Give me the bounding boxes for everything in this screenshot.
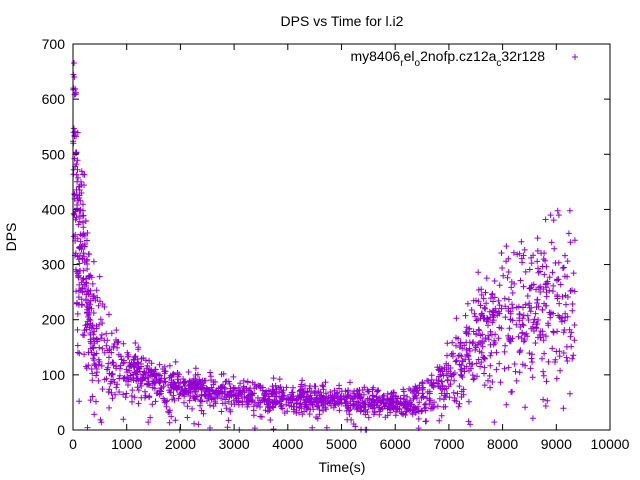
y-tick-label: 0 xyxy=(57,422,65,438)
legend-plus-marker xyxy=(572,54,578,60)
axes: 0 1000 2000 3000 4000 5000 6000 7000 8000 9000 100… xyxy=(42,36,630,452)
x-tick-label: 4000 xyxy=(272,436,303,452)
y-tick-label: 300 xyxy=(42,257,66,273)
legend: my8406relo2nofp.cz12ac32r128 xyxy=(350,48,578,69)
data-points xyxy=(70,60,578,433)
x-tick-label: 7000 xyxy=(433,436,464,452)
x-tick-label: 3000 xyxy=(219,436,250,452)
x-axis-label: Time(s) xyxy=(319,459,366,475)
x-tick-label: 6000 xyxy=(380,436,411,452)
x-tick-label: 9000 xyxy=(541,436,572,452)
y-tick-label: 100 xyxy=(42,367,66,383)
x-tick-label: 5000 xyxy=(326,436,357,452)
y-tick-label: 700 xyxy=(42,36,66,52)
y-tick-label: 600 xyxy=(42,91,66,107)
chart-title: DPS vs Time for l.i2 xyxy=(281,13,404,29)
y-axis-label: DPS xyxy=(3,223,19,252)
y-tick-label: 400 xyxy=(42,201,66,217)
x-tick-label: 8000 xyxy=(487,436,518,452)
y-tick-label: 200 xyxy=(42,312,66,328)
x-axis-ticks: 0 1000 2000 3000 4000 5000 6000 7000 8000 9000 100… xyxy=(69,44,630,452)
x-tick-label: 1000 xyxy=(111,436,142,452)
x-tick-label: 10000 xyxy=(591,436,630,452)
legend-marker xyxy=(572,54,578,60)
y-tick-label: 500 xyxy=(42,146,66,162)
legend-entry-label: my8406relo2nofp.cz12ac32r128 xyxy=(350,48,545,69)
y-axis-ticks: 0 100 200 300 400 500 600 700 xyxy=(42,36,610,438)
x-tick-label: 2000 xyxy=(165,436,196,452)
x-tick-label: 0 xyxy=(69,436,77,452)
series-markers xyxy=(70,60,578,433)
